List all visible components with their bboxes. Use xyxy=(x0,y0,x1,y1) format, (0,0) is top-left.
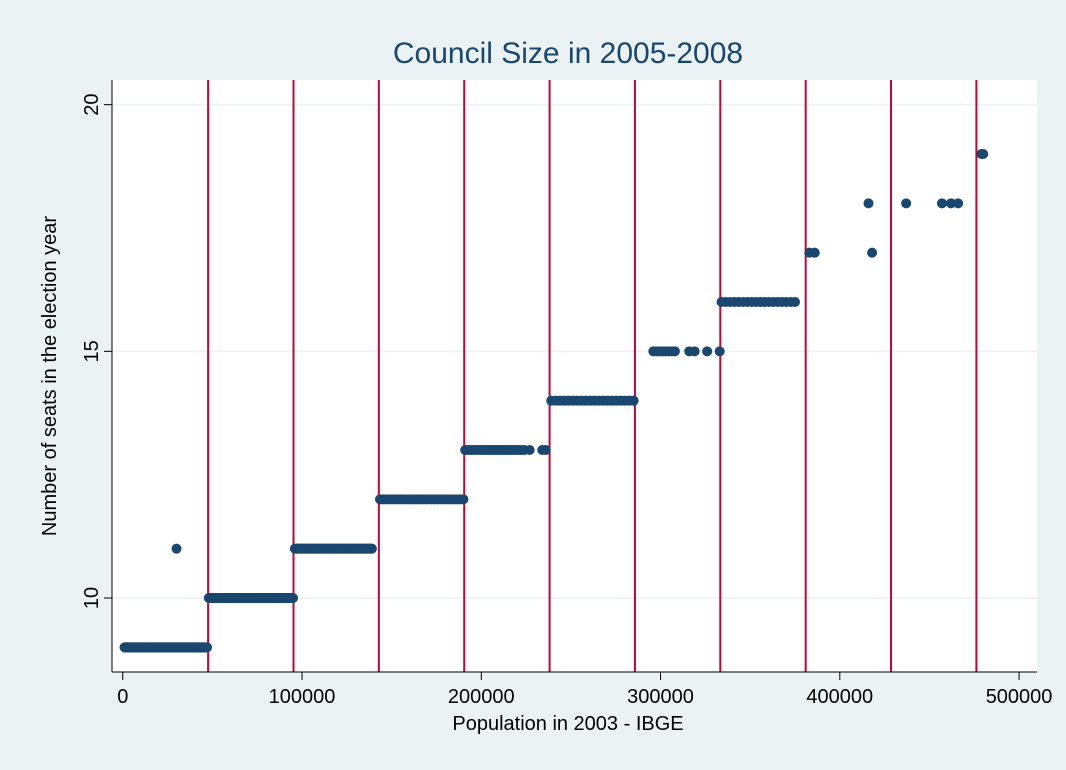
y-axis-title: Number of seats in the election year xyxy=(39,216,61,537)
data-point xyxy=(867,247,878,258)
x-tick-label: 400000 xyxy=(806,686,873,708)
chart-title: Council Size in 2005-2008 xyxy=(393,37,743,70)
x-tick-label: 0 xyxy=(117,686,128,708)
data-point xyxy=(702,346,713,357)
data-point xyxy=(901,198,912,209)
y-axis-ticks: 10 15 20 xyxy=(81,94,112,609)
y-tick-label: 15 xyxy=(81,340,103,362)
threshold-lines xyxy=(207,80,978,672)
data-point xyxy=(714,346,725,357)
x-axis-ticks: 0 100000 200000 300000 400000 500000 xyxy=(117,672,1052,708)
data-point xyxy=(953,198,964,209)
data-point xyxy=(689,346,700,357)
data-point xyxy=(458,494,469,505)
data-point xyxy=(789,297,800,307)
data-point xyxy=(809,247,820,258)
data-point xyxy=(936,198,947,209)
data-point xyxy=(366,543,377,554)
data-point xyxy=(524,445,535,455)
y-tick-label: 20 xyxy=(81,94,103,116)
x-axis-title: Population in 2003 - IBGE xyxy=(452,713,683,735)
data-point xyxy=(978,149,989,159)
data-point xyxy=(288,593,299,603)
data-point xyxy=(945,198,956,209)
data-point xyxy=(540,445,551,455)
data-point xyxy=(669,346,680,357)
data-point xyxy=(171,543,182,554)
x-tick-label: 300000 xyxy=(627,686,694,708)
data-points xyxy=(119,149,989,653)
plot-area xyxy=(112,80,1037,672)
x-tick-label: 100000 xyxy=(269,686,336,708)
y-tick-label: 10 xyxy=(81,587,103,609)
data-point xyxy=(863,198,874,209)
data-point xyxy=(628,395,639,406)
data-point xyxy=(202,642,213,653)
x-tick-label: 200000 xyxy=(448,686,515,708)
x-tick-label: 500000 xyxy=(986,686,1053,708)
